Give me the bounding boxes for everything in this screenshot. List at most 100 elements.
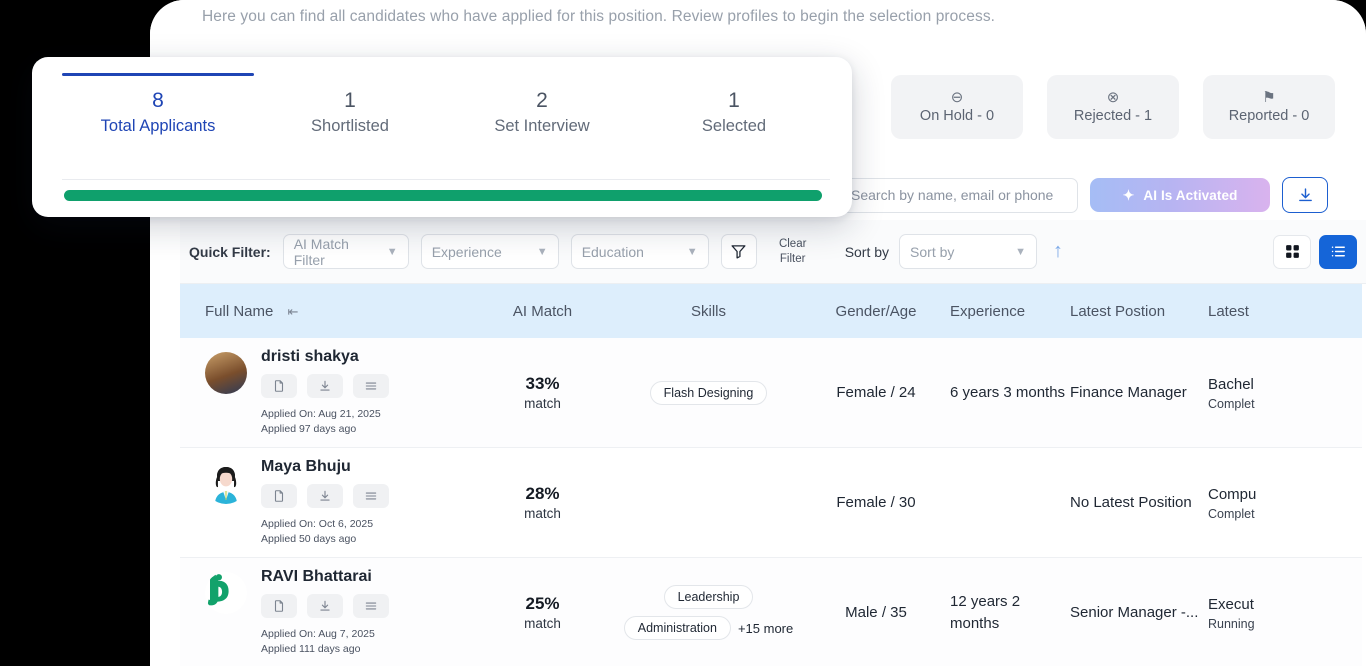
tab-label: Set Interview <box>494 117 590 136</box>
minus-circle-icon: ⊖ <box>950 89 964 106</box>
applied-ago: Applied 50 days ago <box>261 532 357 545</box>
status-pill-reported[interactable]: ⚑ Reported - 0 <box>1203 75 1335 139</box>
experience-filter-select[interactable]: Experience ▼ <box>420 234 559 269</box>
table-header-row: Full Name ⇤ AI Match Skills Gender/Age E… <box>180 284 1362 338</box>
download-cv-button[interactable] <box>307 593 343 618</box>
column-header-full-name[interactable]: Full Name ⇤ <box>180 303 470 320</box>
ai-activated-label: AI Is Activated <box>1143 187 1238 203</box>
funnel-icon <box>731 245 746 259</box>
more-options-button[interactable] <box>353 373 389 398</box>
document-icon <box>274 599 284 612</box>
export-download-button[interactable] <box>1282 177 1328 213</box>
clear-filter-line2: Filter <box>779 252 806 265</box>
education-title: Execut <box>1208 596 1254 614</box>
view-document-button[interactable] <box>261 593 297 618</box>
candidate-name[interactable]: RAVI Bhattarai <box>261 567 372 585</box>
table-row[interactable]: dristi shakya <box>180 338 1362 448</box>
latest-position-cell: No Latest Position <box>1070 493 1192 511</box>
tab-active-indicator <box>638 73 830 76</box>
latest-position-cell: Finance Manager <box>1070 383 1187 401</box>
row-action-group <box>261 593 389 618</box>
match-label: match <box>524 396 561 411</box>
avatar[interactable] <box>205 571 247 614</box>
download-icon <box>320 600 330 611</box>
menu-icon <box>365 382 377 390</box>
flag-icon: ⚑ <box>1262 89 1276 106</box>
skills-more-label[interactable]: +15 more <box>737 620 794 636</box>
table-row[interactable]: RAVI Bhattarai <box>180 558 1362 666</box>
candidate-name-cell: Maya Bhuju <box>180 458 470 547</box>
download-cv-button[interactable] <box>307 483 343 508</box>
download-icon <box>320 490 330 501</box>
ai-match-filter-value: AI Match Filter <box>293 235 349 268</box>
gender-age-cell: Female / 24 <box>836 383 916 401</box>
status-pill-group: ⊖ On Hold - 0 ⊗ Rejected - 1 ⚑ Reported … <box>891 75 1335 139</box>
sort-by-select[interactable]: Sort by ▼ <box>899 234 1038 269</box>
search-box[interactable] <box>840 177 1078 213</box>
view-document-button[interactable] <box>261 373 297 398</box>
skill-chip[interactable]: Administration <box>623 616 731 640</box>
more-options-button[interactable] <box>353 483 389 508</box>
grid-view-button[interactable] <box>1273 234 1311 269</box>
table-row[interactable]: Maya Bhuju <box>180 448 1362 558</box>
view-document-button[interactable] <box>261 483 297 508</box>
candidate-name-cell: dristi shakya <box>180 348 470 437</box>
latest-education-cell: Execut Running <box>1208 594 1358 630</box>
tab-active-indicator <box>446 73 638 76</box>
avatar[interactable] <box>205 351 247 394</box>
avatar[interactable] <box>205 461 247 504</box>
quick-filter-label: Quick Filter: <box>189 243 271 260</box>
match-percent: 33% <box>525 374 560 393</box>
download-icon <box>320 380 330 391</box>
clear-filter-line1: Clear <box>778 238 807 251</box>
tab-set-interview[interactable]: 2 Set Interview <box>446 73 638 179</box>
app-panel: Here you can find all candidates who hav… <box>150 0 1366 666</box>
latest-position-cell: Senior Manager -... <box>1070 603 1199 621</box>
skill-chip[interactable]: Flash Designing <box>649 380 768 405</box>
education-filter-value: Education <box>581 243 644 260</box>
download-cv-button[interactable] <box>307 373 343 398</box>
status-pill-rejected[interactable]: ⊗ Rejected - 1 <box>1047 75 1179 139</box>
more-options-button[interactable] <box>353 593 389 618</box>
download-icon <box>1298 187 1312 201</box>
experience-filter-value: Experience <box>431 243 502 260</box>
status-pill-label: Reported - 0 <box>1228 108 1310 124</box>
tab-shortlisted[interactable]: 1 Shortlisted <box>254 73 446 179</box>
list-view-button[interactable] <box>1319 234 1357 269</box>
django-logo-icon <box>207 574 229 606</box>
tab-total-applicants[interactable]: 8 Total Applicants <box>62 73 254 179</box>
grid-view-icon <box>1285 245 1299 258</box>
sort-icon[interactable]: ⇤ <box>287 303 299 319</box>
candidate-name[interactable]: dristi shakya <box>261 347 359 365</box>
column-header-gender-age: Gender/Age <box>835 302 917 320</box>
ai-activated-button[interactable]: ✦ AI Is Activated <box>1090 178 1270 212</box>
applied-on: Applied On: Aug 7, 2025 <box>261 627 375 640</box>
row-action-group <box>261 483 389 508</box>
chevron-down-icon: ▼ <box>1015 245 1027 258</box>
column-header-experience: Experience <box>950 302 1026 320</box>
education-title: Compu <box>1208 486 1257 504</box>
skills-cell: Leadership Administration +15 more <box>615 585 802 640</box>
ai-match-cell: 33% match <box>470 374 615 411</box>
experience-cell: 6 years 3 months <box>950 383 1066 401</box>
skill-chip[interactable]: Leadership <box>663 585 754 609</box>
row-action-group <box>261 373 389 398</box>
latest-education-cell: Bachel Complet <box>1208 374 1358 410</box>
tab-selected[interactable]: 1 Selected <box>638 73 830 179</box>
match-percent: 28% <box>525 484 560 503</box>
ai-match-filter-select[interactable]: AI Match Filter ▼ <box>282 234 409 269</box>
tab-count: 1 <box>344 89 356 112</box>
advanced-filter-button[interactable] <box>720 234 757 269</box>
sort-direction-arrow-up-icon[interactable]: ↑ <box>1053 240 1064 262</box>
education-title: Bachel <box>1208 376 1254 394</box>
quick-filter-toolbar: Quick Filter: AI Match Filter ▼ Experien… <box>180 220 1366 284</box>
applied-info: Applied On: Aug 7, 2025 Applied 111 days… <box>261 627 389 657</box>
app-panel-inner: Here you can find all candidates who hav… <box>150 0 1366 666</box>
clear-filter-button[interactable]: Clear Filter <box>771 237 815 266</box>
status-pill-on-hold[interactable]: ⊖ On Hold - 0 <box>891 75 1023 139</box>
education-status: Complet <box>1208 396 1255 411</box>
tab-count: 2 <box>536 89 548 112</box>
candidate-name[interactable]: Maya Bhuju <box>261 457 351 475</box>
search-input[interactable] <box>851 187 1067 203</box>
education-filter-select[interactable]: Education ▼ <box>570 234 709 269</box>
